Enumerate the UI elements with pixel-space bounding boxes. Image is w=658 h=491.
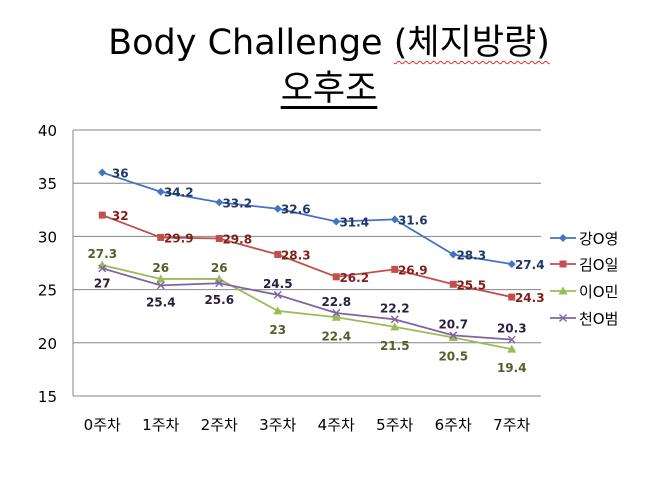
data-label: 34.2	[164, 186, 194, 200]
data-point	[156, 281, 165, 290]
x-tick-label: 4주차	[318, 416, 355, 434]
chart-title-paren: (체지방량)	[393, 23, 550, 63]
y-tick-label: 30	[38, 228, 57, 246]
x-tick-label: 1주차	[142, 416, 179, 434]
data-point	[508, 293, 516, 301]
x-tick-label: 7주차	[493, 416, 530, 434]
series-line	[101, 171, 512, 265]
data-label: 27.4	[515, 258, 545, 272]
data-point	[559, 314, 567, 322]
data-label: 26	[152, 261, 169, 275]
x-tick-label: 6주차	[435, 416, 472, 434]
data-point	[332, 309, 341, 318]
data-label: 26.9	[398, 263, 428, 277]
data-label: 27	[94, 276, 111, 290]
data-point	[507, 344, 517, 353]
data-label: 31.4	[339, 216, 369, 230]
data-label: 20.5	[438, 349, 468, 363]
data-label: 36	[112, 167, 129, 181]
y-tick-label: 20	[38, 335, 57, 353]
data-label: 29.9	[164, 231, 194, 245]
data-point	[156, 274, 166, 283]
data-label: 32.6	[281, 203, 311, 217]
y-tick-label: 40	[38, 122, 57, 140]
legend-entry: 천O범	[579, 310, 618, 328]
data-label: 22.2	[380, 301, 410, 315]
x-tick-label: 3주차	[259, 416, 296, 434]
data-point	[215, 198, 224, 207]
chart-title: Body Challenge (체지방량)	[0, 14, 658, 65]
data-label: 27.3	[87, 247, 117, 261]
data-label: 22.8	[321, 295, 351, 309]
data-point	[559, 260, 567, 268]
data-point	[273, 204, 282, 213]
data-label: 25.4	[146, 295, 176, 309]
data-point	[448, 332, 458, 341]
data-label: 21.5	[380, 339, 410, 353]
data-label: 28.3	[456, 248, 486, 262]
data-point	[390, 315, 399, 324]
data-point	[507, 260, 516, 269]
legend-entry: 강O영	[579, 230, 618, 248]
data-point	[332, 217, 341, 226]
data-point	[274, 250, 282, 258]
legend-entry: 이O민	[579, 283, 618, 301]
data-label: 31.6	[398, 213, 428, 227]
y-tick-label: 35	[38, 175, 57, 193]
data-point	[156, 187, 165, 196]
x-tick-label: 5주차	[376, 416, 413, 434]
data-label: 25.6	[204, 293, 234, 307]
data-label: 32	[112, 209, 129, 223]
legend-entry: 김O일	[579, 256, 618, 274]
data-label: 26.2	[339, 271, 369, 285]
data-point	[98, 211, 106, 219]
data-point	[98, 168, 107, 177]
data-label: 29.8	[222, 233, 252, 247]
data-point	[449, 280, 457, 288]
y-tick-label: 15	[38, 388, 57, 406]
y-tick-label: 25	[38, 282, 57, 300]
data-point	[507, 335, 516, 344]
data-point	[98, 264, 107, 273]
data-label: 20.3	[497, 322, 527, 336]
data-point	[273, 290, 282, 299]
data-label: 23	[269, 323, 286, 337]
data-label: 22.4	[321, 329, 351, 343]
data-label: 24.3	[515, 291, 545, 305]
data-point	[390, 322, 400, 331]
data-point	[391, 265, 399, 273]
chart-subtitle: 오후조	[280, 69, 378, 109]
data-label: 28.3	[281, 248, 311, 262]
data-point	[331, 312, 341, 321]
data-point	[157, 233, 165, 241]
data-point	[390, 215, 399, 224]
data-label: 20.7	[438, 317, 468, 331]
data-label: 24.5	[263, 277, 293, 291]
series-line	[101, 214, 512, 298]
x-tick-label: 2주차	[201, 416, 238, 434]
data-point	[332, 273, 340, 281]
x-tick-label: 0주차	[84, 416, 121, 434]
data-point	[215, 279, 224, 288]
data-point	[215, 235, 223, 243]
series-line	[101, 267, 512, 341]
data-point	[449, 250, 458, 259]
data-label: 25.5	[456, 278, 486, 292]
data-point	[559, 234, 567, 242]
data-label: 26	[211, 261, 228, 275]
series-line	[102, 264, 512, 351]
data-label: 19.4	[497, 361, 527, 375]
data-label: 33.2	[222, 196, 252, 210]
data-point	[449, 331, 458, 340]
data-point	[273, 306, 283, 315]
chart-title-main: Body Challenge	[108, 23, 383, 63]
data-point	[558, 286, 568, 295]
